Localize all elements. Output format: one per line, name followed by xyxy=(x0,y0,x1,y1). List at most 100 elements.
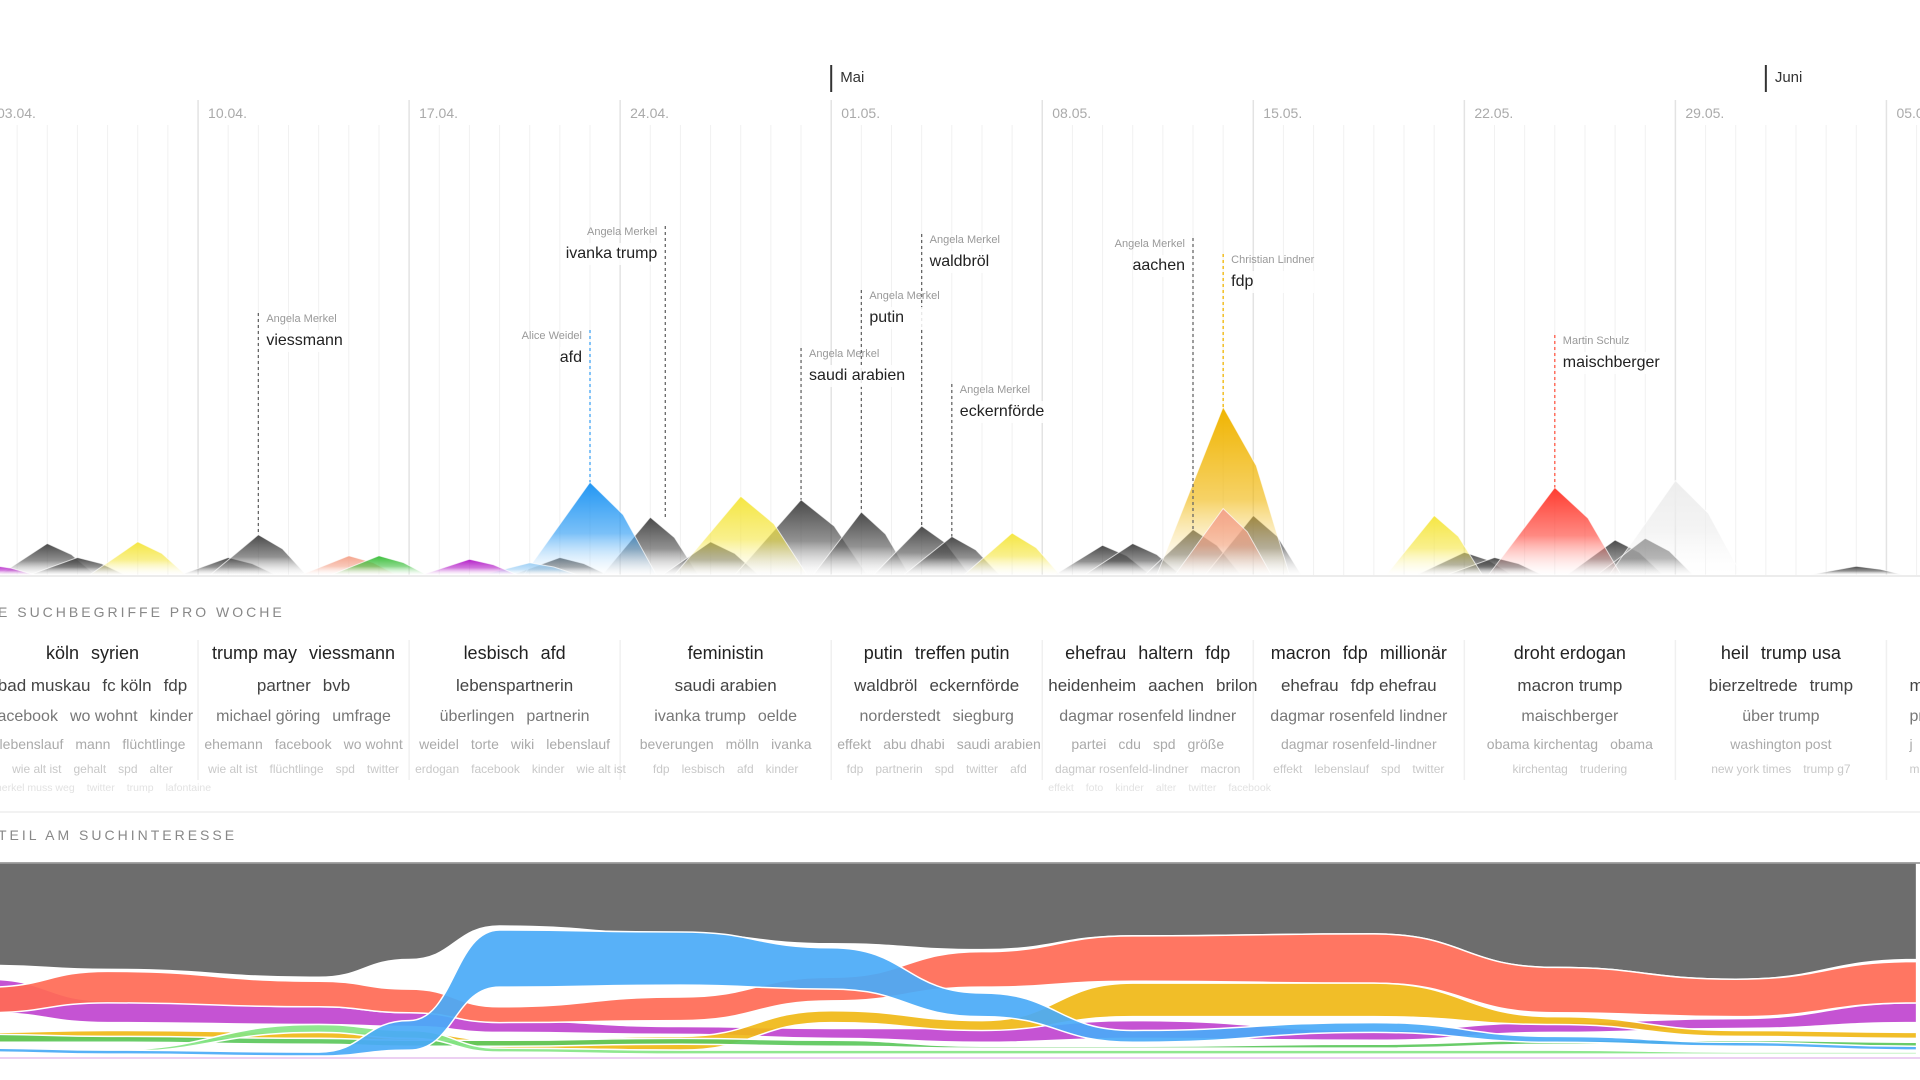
search-term: gehalt xyxy=(73,762,107,776)
search-term: oelde xyxy=(757,708,798,725)
search-term: twitter xyxy=(366,762,399,776)
search-term: saudi arabien xyxy=(674,676,777,695)
term-row: norderstedt siegburg xyxy=(831,708,1042,726)
search-term: treffen putin xyxy=(914,643,1010,663)
search-term: brilon xyxy=(1215,676,1258,695)
annotation-waldbröl: Angela Merkel waldbröl xyxy=(929,233,1000,273)
term-row: erdogan facebook kinder wie alt ist xyxy=(409,762,626,776)
search-term: kirchentag xyxy=(1512,762,1568,776)
search-term: trump may xyxy=(212,643,298,663)
peak-area xyxy=(522,481,658,576)
search-term: partner xyxy=(256,676,311,695)
share-title: TEIL AM SUCHINTERESSE xyxy=(0,827,238,843)
term-row: maischberger xyxy=(1464,708,1675,726)
search-term: afd xyxy=(736,762,754,776)
annotation-putin: Angela Merkel putin xyxy=(869,289,940,329)
date-tick-label: 08.05. xyxy=(1052,105,1092,121)
annotation-term: afd xyxy=(559,347,582,369)
search-term: mann xyxy=(75,736,111,752)
term-row: facebook wo wohnt kinder xyxy=(0,708,198,726)
term-row: über trump xyxy=(1675,708,1886,726)
annotation-term: fdp xyxy=(1231,271,1315,293)
search-term: facebook xyxy=(1228,782,1271,794)
annotation-term: viessmann xyxy=(266,330,343,352)
search-term: trump usa xyxy=(1760,643,1841,663)
search-term: michael göring xyxy=(216,708,321,725)
search-term: kinder xyxy=(149,708,194,725)
search-term: waldbröl xyxy=(854,676,918,695)
search-term: aachen xyxy=(1148,676,1204,695)
peak-area xyxy=(421,558,518,576)
search-term: facebook xyxy=(0,708,58,725)
search-term: eckernförde xyxy=(929,676,1020,695)
search-term: me xyxy=(1909,676,1920,695)
annotation-term: aachen xyxy=(1132,255,1185,277)
term-row: saudi arabien xyxy=(620,676,831,696)
search-term: ehefrau xyxy=(1280,676,1339,695)
search-term: effekt xyxy=(837,736,872,752)
stream-band xyxy=(0,929,1918,1057)
search-term: trump xyxy=(126,782,154,794)
search-term: m xyxy=(1909,762,1920,776)
search-term: fdp xyxy=(1342,643,1368,663)
search-term: fc köln xyxy=(102,676,152,695)
search-term: wo wohnt xyxy=(69,708,138,725)
peak-area xyxy=(1487,486,1623,576)
annotation-person: Angela Merkel xyxy=(266,313,337,325)
search-term: effekt xyxy=(1048,782,1074,794)
search-term: lebenslauf xyxy=(1314,762,1370,776)
term-row: effekt foto kinder alter twitter facebook xyxy=(1042,782,1271,794)
annotation-term: eckernförde xyxy=(959,401,1045,423)
month-label: Mai xyxy=(840,69,865,86)
search-term: lebenspartnerin xyxy=(455,676,574,695)
search-term: spd xyxy=(118,762,138,776)
search-term: heil xyxy=(1720,643,1749,663)
search-term: macron xyxy=(1200,762,1241,776)
search-term: fdp xyxy=(1205,643,1231,663)
search-term: lebenslauf xyxy=(546,736,611,752)
search-term: effekt xyxy=(1273,762,1303,776)
search-term: lebenslauf xyxy=(0,736,64,752)
term-row: j xyxy=(1903,736,1920,752)
search-term: spd xyxy=(1381,762,1401,776)
annotation-person: Christian Lindner xyxy=(1231,254,1315,266)
month-label: Juni xyxy=(1774,69,1803,86)
search-term: viessmann xyxy=(309,643,396,663)
term-row: überlingen partnerin xyxy=(409,708,620,726)
search-term: dagmar rosenfeld-lindner xyxy=(1280,736,1437,752)
search-term: bvb xyxy=(322,676,351,695)
search-term: facebook xyxy=(471,762,520,776)
search-term: lesbisch xyxy=(463,643,529,663)
search-term: spd xyxy=(335,762,355,776)
search-term: köln xyxy=(45,643,79,663)
term-row: lebenspartnerin xyxy=(409,676,620,696)
search-term: haltern xyxy=(1138,643,1194,663)
search-term: norderstedt xyxy=(859,708,941,725)
search-term: twitter xyxy=(86,782,115,794)
search-term: wie alt ist xyxy=(208,762,258,776)
term-row: dagmar rosenfeld-lindner macron xyxy=(1042,762,1253,776)
search-term: flüchtlinge xyxy=(122,736,186,752)
search-term: millionär xyxy=(1379,643,1447,663)
search-term: erdogan xyxy=(415,762,460,776)
search-term: afd xyxy=(1010,762,1027,776)
search-term: fdp xyxy=(652,762,670,776)
term-row: dagmar rosenfeld lindner xyxy=(1253,708,1464,726)
search-term: kinder xyxy=(1115,782,1144,794)
weekly-terms-title: E SUCHBEGRIFFE PRO WOCHE xyxy=(0,604,285,620)
annotation-person: Angela Merkel xyxy=(809,348,880,360)
search-term: j xyxy=(1909,736,1913,752)
search-term: obama xyxy=(1610,736,1653,752)
search-term: wo wohnt xyxy=(343,736,403,752)
term-row: partei cdu spd größe xyxy=(1042,736,1253,752)
search-term: maischberger xyxy=(1521,708,1619,725)
annotation-term: maischberger xyxy=(1562,352,1660,374)
date-tick-label: 15.05. xyxy=(1263,105,1303,121)
term-row: obama kirchentag obama xyxy=(1464,736,1675,752)
annotation-lines xyxy=(257,226,1556,537)
term-row: köln syrien xyxy=(0,643,198,664)
term-row: merkel muss weg twitter trump lafontaine xyxy=(0,782,211,794)
annotation-person: Angela Merkel xyxy=(586,226,658,238)
search-term: new york times xyxy=(1711,762,1792,776)
search-term: saudi arabien xyxy=(956,736,1041,752)
